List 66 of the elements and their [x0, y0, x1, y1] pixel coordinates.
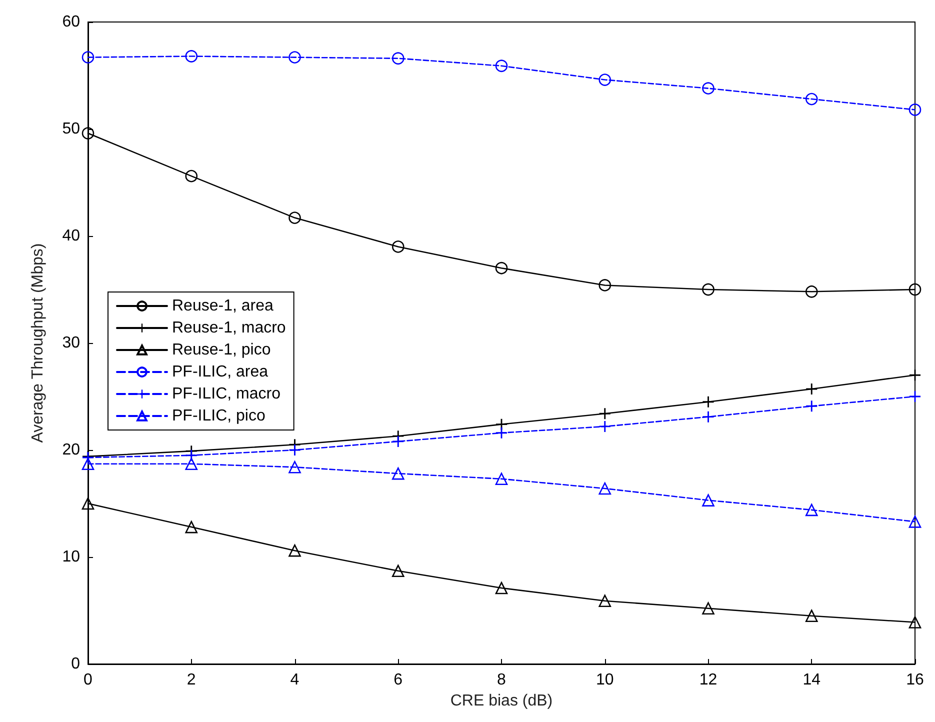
point — [288, 544, 301, 557]
point — [185, 458, 198, 470]
point — [702, 396, 714, 408]
x-tick-label: 0 — [84, 672, 93, 688]
point — [599, 420, 610, 432]
y-tick-label: 0 — [71, 656, 80, 672]
point — [392, 467, 404, 480]
legend-label: PF-ILIC, pico — [172, 408, 266, 424]
legend-label: PF-ILIC, area — [172, 364, 268, 380]
point — [702, 82, 714, 94]
y-tick-label: 60 — [62, 14, 80, 30]
point — [702, 283, 714, 296]
y-tick-label: 20 — [62, 442, 80, 458]
x-tick-label: 4 — [290, 672, 300, 688]
point — [185, 50, 198, 62]
legend-label: PF-ILIC, macro — [172, 386, 281, 402]
point — [495, 472, 508, 486]
point — [598, 74, 612, 86]
point — [908, 616, 922, 628]
y-tick-label: 10 — [62, 548, 80, 566]
point — [598, 482, 612, 495]
point — [702, 494, 714, 506]
point — [82, 458, 94, 470]
point — [392, 564, 404, 578]
legend-label: Reuse-1, pico — [172, 342, 271, 358]
y-axis-title: Average Throughput (Mbps) — [30, 243, 46, 443]
point — [908, 283, 922, 296]
legend-label: Reuse-1, area — [172, 298, 274, 314]
point — [702, 411, 714, 422]
point — [288, 460, 301, 474]
x-tick-label: 12 — [699, 672, 718, 688]
x-axis-title: CRE bias (dB) — [450, 692, 553, 710]
x-tick-label: 14 — [802, 672, 821, 688]
point — [495, 60, 508, 72]
point — [702, 602, 714, 615]
y-tick-label: 40 — [62, 228, 80, 244]
point — [185, 520, 198, 534]
point — [805, 610, 818, 622]
point — [599, 408, 610, 420]
point — [908, 104, 922, 116]
point — [82, 51, 94, 64]
point — [805, 285, 818, 298]
point — [392, 436, 404, 447]
point — [392, 240, 404, 253]
x-tick-label: 16 — [906, 672, 924, 688]
point — [598, 279, 612, 292]
point — [495, 262, 508, 274]
point — [185, 170, 198, 182]
point — [288, 212, 301, 224]
point — [598, 594, 612, 608]
legend-label: Reuse-1, macro — [172, 320, 286, 336]
point — [806, 400, 818, 412]
point — [805, 504, 818, 516]
point — [82, 127, 94, 140]
y-tick-label: 50 — [62, 120, 80, 138]
x-tick-label: 8 — [497, 672, 506, 688]
x-tick-label: 6 — [394, 672, 403, 688]
point — [805, 92, 818, 106]
point — [392, 52, 404, 65]
point — [288, 51, 301, 64]
x-tick-label: 2 — [186, 672, 196, 688]
point — [908, 516, 922, 528]
point — [82, 497, 94, 510]
x-tick-label: 10 — [596, 672, 614, 688]
point — [495, 582, 508, 594]
y-tick-label: 30 — [62, 334, 80, 352]
